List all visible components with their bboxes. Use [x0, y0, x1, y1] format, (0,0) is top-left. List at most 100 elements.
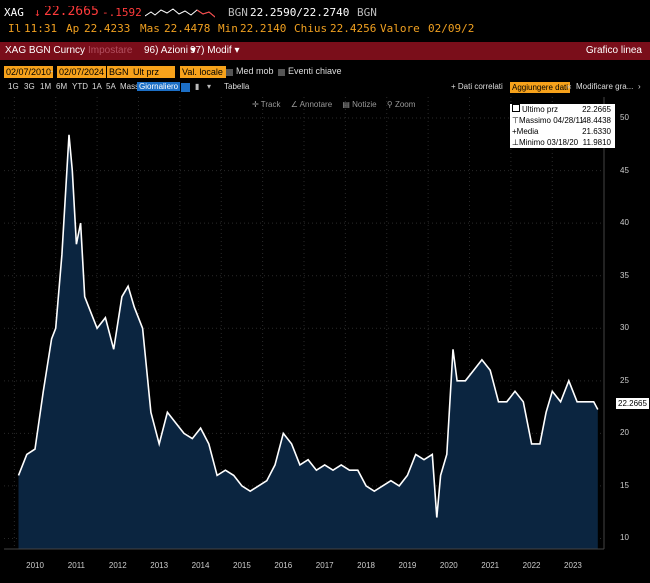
modify-num: 97): [190, 45, 205, 56]
legend-avg-label: Media: [516, 127, 539, 136]
y-tick-label: 40: [620, 218, 629, 228]
price-line: [17, 134, 599, 518]
range-toolbar: 1G 3G 1M 6M YTD 1A 5A Mass Giornaliero ▮…: [0, 82, 650, 96]
quote-source: BGN: [357, 6, 377, 19]
high-label: Mas: [140, 22, 160, 35]
settings-hint[interactable]: Impostare: [88, 45, 133, 56]
source-input[interactable]: BGN: [107, 66, 131, 78]
date-to-input[interactable]: 02/07/2024: [57, 66, 107, 78]
bid-ask: 22.2590/22.2740: [250, 6, 350, 19]
modify-menu[interactable]: 97) Modif ▾: [190, 45, 240, 56]
legend-low-value: 11.9810: [582, 138, 611, 147]
x-tick-label: 2010: [26, 561, 44, 570]
last-price-tag: 22.2665: [616, 398, 649, 409]
legend-last[interactable]: Ultimo prz 22.2665: [510, 104, 615, 115]
legend-last-value: 22.2665: [582, 105, 611, 114]
y-tick-label: 25: [620, 375, 629, 385]
range-max[interactable]: Mass: [120, 82, 140, 91]
x-tick-label: 2014: [191, 561, 210, 570]
price-change: -.1592: [102, 6, 142, 19]
value-date: 02/09/2: [428, 22, 475, 35]
related-data-button[interactable]: + Dati correlati: [451, 82, 503, 91]
sparkline-icon: [145, 8, 215, 18]
line-chart-icon[interactable]: [181, 83, 190, 92]
legend-high-label: Massimo 04/28/11: [518, 116, 584, 125]
y-tick-label: 15: [620, 480, 629, 490]
x-tick-label: 2012: [108, 561, 127, 570]
add-data-button[interactable]: Aggiungere dati: [510, 82, 571, 93]
open-label: Ap: [66, 22, 80, 35]
annotate-label: Annotare: [299, 100, 333, 109]
time-label: Il: [8, 22, 22, 35]
actions-menu[interactable]: 96) Azioni ▾: [144, 45, 196, 56]
y-tick-label: 50: [620, 113, 629, 123]
legend-high-value: 48.4438: [582, 116, 611, 125]
date-separator: -: [50, 66, 53, 76]
range-1y[interactable]: 1A: [92, 82, 102, 91]
legend-high: ⊤Massimo 04/28/11 48.4438: [510, 115, 615, 126]
period-select[interactable]: Giornaliero: [137, 82, 181, 91]
currency-input[interactable]: Val. locale: [180, 66, 226, 78]
low-label: Min: [218, 22, 238, 35]
range-ytd[interactable]: YTD: [72, 82, 88, 91]
stats-bar: Il 11:31 Ap 22.4233 Mas 22.4478 Min 22.2…: [0, 22, 650, 40]
range-6m[interactable]: 6M: [56, 82, 68, 91]
zoom-label: Zoom: [394, 100, 416, 109]
value-label: Valore: [380, 22, 420, 35]
chart-tools: ✛ Track ∠ Annotare ▤ Notizie ⚲ Zoom: [252, 100, 415, 109]
news-tool[interactable]: ▤ Notizie: [342, 100, 377, 109]
table-button[interactable]: Tabella: [224, 82, 250, 91]
open-value: 22.4233: [84, 22, 131, 35]
range-1d[interactable]: 1G: [8, 82, 19, 91]
legend-avg: +Media 21.6330: [510, 126, 615, 137]
legend-low-label: Minimo 03/18/20: [518, 138, 579, 147]
chevron-down-icon[interactable]: ▾: [207, 82, 212, 91]
annotate-tool[interactable]: ∠ Annotare: [290, 100, 333, 109]
field-input[interactable]: Ult prz: [131, 66, 175, 78]
x-tick-label: 2021: [481, 561, 500, 570]
x-tick-label: 2013: [150, 561, 169, 570]
expand-icon[interactable]: ›: [638, 82, 641, 91]
x-tick-label: 2017: [315, 561, 334, 570]
down-arrow-icon: ↓: [34, 6, 41, 19]
x-tick-label: 2019: [398, 561, 417, 570]
modify-chart-button[interactable]: Modificare gra...: [576, 82, 634, 91]
x-tick-label: 2020: [439, 561, 458, 570]
modify-label: Modif: [207, 45, 232, 56]
price-chart[interactable]: [0, 97, 650, 583]
quote-bar: XAG ↓ 22.2665 -.1592 BGN 22.2590/22.2740…: [0, 6, 650, 21]
moving-avg-checkbox[interactable]: [226, 69, 233, 76]
security-name[interactable]: XAG BGN Curncy: [5, 45, 86, 56]
y-tick-label: 20: [620, 428, 629, 438]
moving-avg-label: Med mob: [236, 66, 274, 76]
x-tick-label: 2016: [274, 561, 293, 570]
last-price: 22.2665: [44, 6, 99, 19]
y-tick-label: 45: [620, 165, 629, 175]
key-events-checkbox[interactable]: [278, 69, 285, 76]
close-value: 22.4256: [330, 22, 377, 35]
bar-chart-icon[interactable]: ▮: [195, 82, 200, 91]
x-tick-label: 2011: [67, 561, 86, 570]
params-bar: 02/07/2010 - 02/07/2024 BGN Ult prz Val.…: [0, 66, 650, 80]
x-tick-label: 2022: [522, 561, 541, 570]
high-value: 22.4478: [164, 22, 211, 35]
low-value: 22.2140: [240, 22, 287, 35]
collapse-icon[interactable]: «: [567, 82, 572, 91]
x-tick-label: 2023: [564, 561, 582, 570]
y-tick-label: 35: [620, 270, 629, 280]
date-from-input[interactable]: 02/07/2010: [4, 66, 54, 78]
range-5y[interactable]: 5A: [106, 82, 116, 91]
range-3d[interactable]: 3G: [24, 82, 35, 91]
legend-checkbox[interactable]: [512, 104, 520, 112]
chart-type-title: Grafico linea: [585, 45, 642, 56]
x-tick-label: 2015: [233, 561, 251, 570]
track-tool[interactable]: ✛ Track: [252, 100, 281, 109]
y-tick-label: 30: [620, 323, 629, 333]
zoom-tool[interactable]: ⚲ Zoom: [386, 100, 416, 109]
legend-last-label: Ultimo prz: [522, 105, 559, 114]
actions-label: Azioni: [160, 45, 188, 56]
legend-avg-value: 21.6330: [582, 127, 611, 136]
ticker[interactable]: XAG: [4, 6, 24, 19]
menubar: XAG BGN Curncy Impostare 96) Azioni ▾ 97…: [0, 42, 650, 60]
range-1m[interactable]: 1M: [40, 82, 52, 91]
